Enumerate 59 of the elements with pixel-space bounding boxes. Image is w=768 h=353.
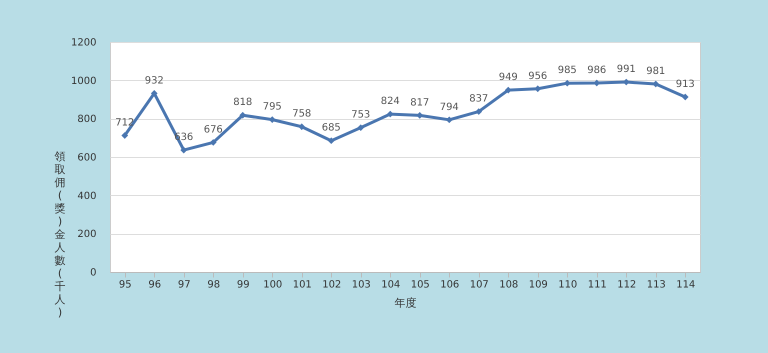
point bbox=[357, 124, 364, 132]
point bbox=[150, 90, 158, 97]
x-tick-label: 95 bbox=[118, 280, 132, 290]
x-tick-label: 102 bbox=[322, 280, 342, 290]
data-label: 949 bbox=[498, 72, 518, 84]
data-label: 758 bbox=[292, 108, 312, 120]
y-tick-label: 200 bbox=[77, 229, 96, 240]
x-tick-label: 99 bbox=[236, 280, 250, 290]
y-tick-label: 1000 bbox=[71, 76, 96, 87]
y-tick-label: 600 bbox=[77, 152, 96, 164]
data-label: 795 bbox=[262, 102, 282, 113]
data-label: 956 bbox=[528, 70, 548, 82]
x-tick-label: 109 bbox=[528, 280, 548, 290]
x-tick-label: 111 bbox=[588, 280, 607, 290]
y-tick-label: 400 bbox=[77, 190, 96, 202]
point bbox=[180, 146, 188, 154]
text: 領取佣(獎)金人數(千人) bbox=[54, 150, 66, 319]
y-tick-label: 0 bbox=[90, 268, 96, 278]
point bbox=[328, 137, 335, 144]
x-tick-label: 104 bbox=[381, 280, 400, 290]
data-label: 837 bbox=[469, 94, 488, 105]
x-tick-label: 108 bbox=[499, 280, 518, 290]
data-label: 913 bbox=[676, 79, 695, 90]
y-tick-label: 800 bbox=[77, 114, 96, 126]
x-tick-label: 107 bbox=[470, 280, 489, 290]
data-label: 676 bbox=[204, 124, 223, 136]
x-tick-label: 101 bbox=[292, 280, 312, 290]
data-label: 932 bbox=[144, 75, 164, 86]
x-tick-label: 96 bbox=[148, 280, 162, 290]
data-label: 985 bbox=[558, 65, 577, 76]
point bbox=[239, 112, 246, 119]
point bbox=[121, 132, 128, 139]
x-tick-label: 112 bbox=[617, 280, 636, 290]
point bbox=[475, 108, 482, 115]
data-label: 986 bbox=[587, 65, 606, 76]
x-tick-label: 113 bbox=[646, 280, 666, 290]
point bbox=[446, 116, 453, 124]
x-tick-label: 105 bbox=[410, 280, 430, 290]
x-tick-label: 98 bbox=[207, 280, 220, 290]
x-tick-label: 106 bbox=[440, 280, 460, 290]
y-tick-label: 1200 bbox=[71, 38, 96, 48]
point bbox=[210, 139, 217, 146]
data-label: 991 bbox=[616, 64, 636, 76]
data-label: 818 bbox=[233, 97, 252, 108]
data-label: 824 bbox=[380, 96, 400, 108]
x-tick-label: 97 bbox=[178, 280, 191, 290]
x-axis-title: 年度 bbox=[394, 296, 416, 310]
x-tick-label: 103 bbox=[352, 280, 371, 290]
data-label: 685 bbox=[322, 122, 341, 134]
data-label: 981 bbox=[646, 66, 666, 77]
x-tick-label: 100 bbox=[263, 280, 282, 290]
x-tick-label: 114 bbox=[676, 280, 696, 290]
data-label: 794 bbox=[440, 102, 459, 113]
point bbox=[682, 94, 689, 100]
point bbox=[268, 116, 276, 123]
data-label: 753 bbox=[351, 110, 370, 121]
data-label: 817 bbox=[410, 97, 430, 108]
point bbox=[298, 123, 306, 130]
x-tick-label: 110 bbox=[558, 280, 578, 290]
